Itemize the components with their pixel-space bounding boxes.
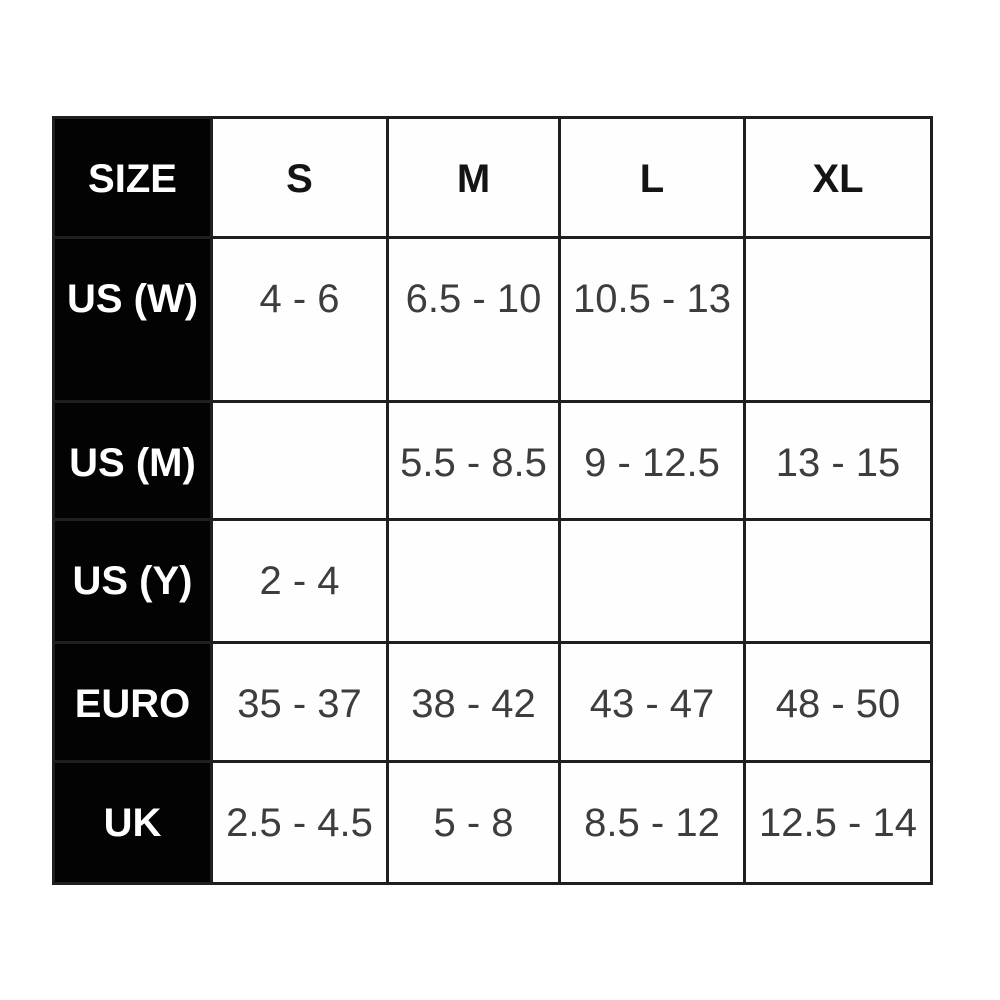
cell-euro-l: 43 - 47 [558, 641, 746, 763]
row-label-euro: EURO [52, 641, 213, 763]
cell-euro-xl: 48 - 50 [743, 641, 933, 763]
cell-us-w-l: 10.5 - 13 [558, 236, 746, 403]
cell-us-y-l [558, 518, 746, 644]
cell-uk-s: 2.5 - 4.5 [210, 760, 389, 885]
column-header-s: S [210, 116, 389, 239]
cell-us-w-s: 4 - 6 [210, 236, 389, 403]
table-row-euro: EURO 35 - 37 38 - 42 43 - 47 48 - 50 [52, 641, 933, 763]
column-header-xl: XL [743, 116, 933, 239]
table-row-us-y: US (Y) 2 - 4 [52, 518, 933, 644]
cell-uk-xl: 12.5 - 14 [743, 760, 933, 885]
row-label-us-m: US (M) [52, 400, 213, 521]
cell-us-w-m: 6.5 - 10 [386, 236, 561, 403]
cell-uk-l: 8.5 - 12 [558, 760, 746, 885]
cell-us-y-s: 2 - 4 [210, 518, 389, 644]
table-row-uk: UK 2.5 - 4.5 5 - 8 8.5 - 12 12.5 - 14 [52, 760, 933, 885]
cell-us-y-m [386, 518, 561, 644]
cell-us-w-xl [743, 236, 933, 403]
row-label-us-w: US (W) [52, 236, 213, 403]
corner-header-size: SIZE [52, 116, 213, 239]
row-label-uk: UK [52, 760, 213, 885]
cell-us-m-s [210, 400, 389, 521]
table-row-us-w: US (W) 4 - 6 6.5 - 10 10.5 - 13 [52, 236, 933, 403]
cell-us-m-xl: 13 - 15 [743, 400, 933, 521]
cell-euro-s: 35 - 37 [210, 641, 389, 763]
cell-euro-m: 38 - 42 [386, 641, 561, 763]
row-label-us-y: US (Y) [52, 518, 213, 644]
cell-us-m-m: 5.5 - 8.5 [386, 400, 561, 521]
cell-uk-m: 5 - 8 [386, 760, 561, 885]
cell-us-y-xl [743, 518, 933, 644]
size-conversion-table: SIZE S M L XL US (W) 4 - 6 6.5 - 10 10.5… [52, 116, 933, 885]
cell-us-m-l: 9 - 12.5 [558, 400, 746, 521]
table-row-us-m: US (M) 5.5 - 8.5 9 - 12.5 13 - 15 [52, 400, 933, 521]
column-header-l: L [558, 116, 746, 239]
table-header-row: SIZE S M L XL [52, 116, 933, 239]
column-header-m: M [386, 116, 561, 239]
